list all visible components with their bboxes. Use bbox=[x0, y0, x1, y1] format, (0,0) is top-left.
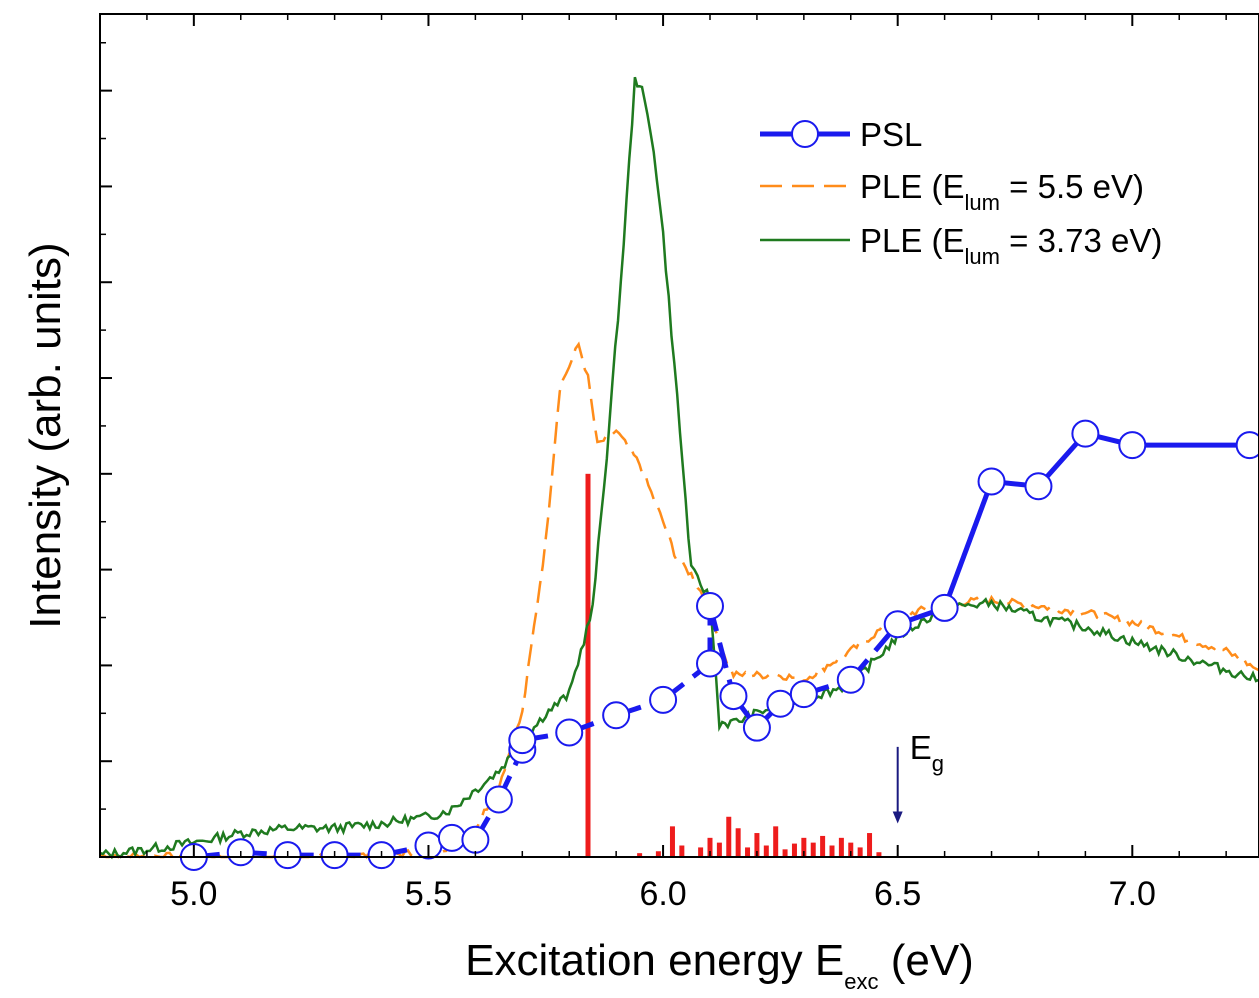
band-gap-label-sub: g bbox=[932, 751, 944, 776]
legend-label-psl-text: PSL bbox=[860, 116, 922, 153]
series-psl-point bbox=[439, 825, 465, 851]
series-psl-point bbox=[1025, 473, 1051, 499]
transition-bar bbox=[792, 844, 797, 857]
x-tick-label: 6.0 bbox=[639, 875, 686, 913]
transition-bar bbox=[698, 847, 703, 857]
series-psl-point bbox=[791, 681, 817, 707]
transition-bar bbox=[670, 826, 675, 857]
transition-bar bbox=[839, 838, 844, 857]
series-psl-point bbox=[1072, 421, 1098, 447]
transition-bar bbox=[586, 474, 591, 857]
series-psl-point bbox=[509, 727, 535, 753]
transition-bar bbox=[745, 847, 750, 857]
series-psl-point bbox=[486, 787, 512, 813]
series-psl-point bbox=[650, 687, 676, 713]
x-tick-label: 5.5 bbox=[405, 875, 452, 913]
transition-bar bbox=[726, 817, 731, 857]
transition-bar bbox=[783, 849, 788, 857]
legend-label-ple-5-5: PLE (Elum = 5.5 eV) bbox=[860, 168, 1144, 215]
x-tick-label: 5.0 bbox=[170, 875, 217, 913]
transition-bar bbox=[867, 833, 872, 857]
transition-bar bbox=[830, 846, 835, 857]
legend-label-ple-3-73-sub: lum bbox=[965, 244, 1000, 269]
legend-label-ple-5-5-sub: lum bbox=[965, 190, 1000, 215]
transition-bar bbox=[717, 843, 722, 857]
transition-bar bbox=[773, 826, 778, 857]
series-psl-point bbox=[720, 683, 746, 709]
legend-item-ple-5-5: PLE (Elum = 5.5 eV) bbox=[760, 168, 1144, 215]
x-axis-title-main: Excitation energy E bbox=[465, 936, 844, 985]
legend-label-ple-5-5-post: = 5.5 eV) bbox=[1000, 168, 1144, 205]
series-psl-point bbox=[556, 719, 582, 745]
x-tick-label: 7.0 bbox=[1109, 875, 1156, 913]
series-psl-point bbox=[603, 702, 629, 728]
series-psl-point bbox=[744, 715, 770, 741]
legend-item-ple-3-73: PLE (Elum = 3.73 eV) bbox=[760, 222, 1162, 269]
transition-bar bbox=[764, 846, 769, 857]
legend-label-psl: PSL bbox=[860, 116, 922, 153]
transition-bar bbox=[811, 843, 816, 857]
band-gap-label: Eg bbox=[910, 729, 944, 776]
transition-bars bbox=[586, 474, 882, 857]
series-psl-point bbox=[885, 611, 911, 637]
legend-label-ple-3-73: PLE (Elum = 3.73 eV) bbox=[860, 222, 1162, 269]
series-psl-point bbox=[697, 593, 723, 619]
legend-marker-psl bbox=[792, 121, 818, 147]
band-gap-annotation: Eg bbox=[893, 729, 944, 824]
y-axis-title: Intensity (arb. units) bbox=[21, 242, 70, 628]
transition-bar bbox=[736, 828, 741, 857]
band-gap-arrow-head bbox=[893, 811, 903, 823]
series-psl-segment bbox=[945, 481, 992, 607]
x-axis-title: Excitation energy Eexc (eV) bbox=[465, 936, 974, 994]
transition-bar bbox=[679, 846, 684, 857]
series-psl-point bbox=[1119, 432, 1145, 458]
series-psl-point bbox=[979, 468, 1005, 494]
legend: PSL PLE (Elum = 5.5 eV) PLE (Elum = 3.73… bbox=[760, 116, 1162, 269]
band-gap-label-main: E bbox=[910, 729, 932, 766]
series-psl-point bbox=[767, 691, 793, 717]
x-axis-title-sub: exc bbox=[844, 969, 878, 994]
series-psl-point bbox=[838, 667, 864, 693]
legend-label-ple-3-73-pre: PLE (E bbox=[860, 222, 965, 259]
transition-bar bbox=[820, 836, 825, 857]
series-psl-point bbox=[1237, 432, 1259, 458]
legend-item-psl: PSL bbox=[760, 116, 922, 153]
series-psl-point bbox=[932, 595, 958, 621]
x-axis-title-unit: (eV) bbox=[878, 936, 973, 985]
series-psl-point bbox=[462, 827, 488, 853]
x-tick-label: 6.5 bbox=[874, 875, 921, 913]
transition-bar bbox=[858, 847, 863, 857]
legend-label-ple-5-5-pre: PLE (E bbox=[860, 168, 965, 205]
series-psl-point bbox=[697, 650, 723, 676]
legend-label-ple-3-73-post: = 3.73 eV) bbox=[1000, 222, 1162, 259]
